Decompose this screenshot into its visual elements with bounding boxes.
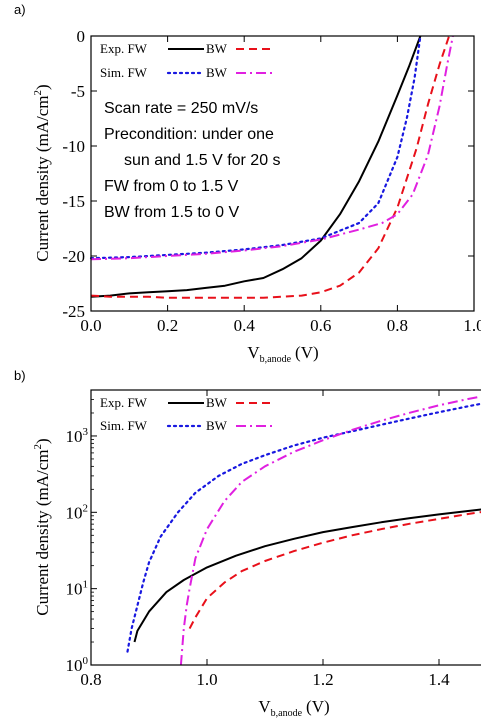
panel-b-legend: Exp. FW BW Sim. FW BW (100, 395, 272, 433)
panel-a-y-label-sup: 2 (32, 90, 44, 96)
panel-b-legend-sim-label: Sim. FW (100, 418, 148, 433)
panel-b-x-tick-label: 1.0 (196, 670, 217, 689)
panel-a-series-sim-fw (89, 34, 422, 260)
panel-b-y-tick-label: 100 (66, 655, 89, 675)
panel-b-x-label-sub: b,anode (271, 708, 303, 719)
panel-a-ticks-group: 0.0 0.2 0.4 0.6 0.8 1.0 0 -5 -10 -15 -20 -25 (62, 27, 481, 335)
panel-b-label: b) (14, 368, 26, 383)
panel-a-series-group (89, 34, 454, 299)
annotation-scan-rate: Scan rate = 250 mV/s (104, 100, 258, 117)
panel-b-y-tick-label: 102 (66, 502, 89, 522)
panel-b-x-tick-label: 1.2 (312, 670, 333, 689)
panel-a-x-axis-label: Vb,anode (V) (247, 343, 318, 365)
annotation-precondition-2: sun and 1.5 V for 20 s (124, 152, 281, 169)
panel-a-series-exp-fw (90, 35, 422, 298)
panel-b-x-label-v: V (258, 697, 271, 716)
panel-b-series-exp-bw (188, 511, 481, 630)
panel-a-x-tick-label: 0.8 (387, 316, 408, 335)
panel-b-x-axis-label: Vb,anode (V) (258, 697, 329, 719)
panel-a-x-label-sub: b,anode (260, 354, 292, 365)
panel-a-legend-bw-label-2: BW (206, 65, 228, 80)
panel-a-series-exp-bw (90, 35, 451, 299)
panel-a-series-sim-bw (90, 35, 454, 261)
panel-b-x-tick-label: 0.8 (80, 670, 101, 689)
panel-b-series-group (126, 395, 481, 666)
panel-b-x-tick-label: 1.4 (428, 670, 450, 689)
panel-b-legend-bw-label-1: BW (206, 395, 228, 410)
panel-a-x-tick-label: 0.4 (234, 316, 256, 335)
panel-b-x-label-unit: (V) (306, 697, 330, 716)
panel-a-legend-sim-label: Sim. FW (100, 65, 148, 80)
panel-b-legend-bw-label-2: BW (206, 418, 228, 433)
panel-b-ticks-group: 0.8 1.0 1.2 1.4 100 101 102 103 (66, 389, 450, 689)
panel-a-legend: Exp. FW BW Sim. FW BW (100, 41, 272, 80)
panel-b-y-label-main: Current density (mA/cm (33, 449, 52, 615)
panel-b-y-tick-label: 101 (66, 579, 89, 599)
panel-a-x-tick-label: 0.0 (80, 316, 101, 335)
panel-a: a) 0.0 0.2 0.4 0.6 0.8 1.0 0 -5 -10 -15 -20 -25 Exp… (14, 2, 481, 365)
panel-a-y-label-main: Current density (mA/cm (33, 95, 52, 261)
panel-a-y-tick-label: -20 (62, 247, 85, 266)
panel-b-y-label-sup: 2 (32, 444, 44, 450)
panel-b: b) 0.8 1.0 1.2 1.4 100 101 102 103 Exp. FW BW S… (14, 368, 481, 719)
panel-b-plot-frame (90, 389, 481, 666)
panel-a-legend-exp-label: Exp. FW (100, 41, 148, 56)
panel-a-label: a) (14, 2, 26, 17)
annotation-fw-range: FW from 0 to 1.5 V (104, 178, 239, 195)
panel-a-x-tick-label: 0.6 (310, 316, 331, 335)
panel-b-series-sim-fw (126, 402, 481, 653)
panel-b-y-tick-label: 103 (66, 426, 89, 446)
panel-b-series-sim-bw (179, 395, 481, 666)
panel-a-y-axis-label: Current density (mA/cm2) (32, 84, 52, 261)
panel-a-x-label-unit: (V) (295, 343, 319, 362)
panel-a-y-tick-label: 0 (77, 27, 86, 46)
panel-a-x-label-v: V (247, 343, 260, 362)
panel-b-y-label-end: ) (33, 438, 52, 444)
panel-b-series-exp-fw (133, 508, 481, 643)
panel-a-x-tick-label: 1.0 (463, 316, 481, 335)
panel-a-y-tick-label: -15 (62, 192, 85, 211)
panel-a-x-tick-label: 0.2 (157, 316, 178, 335)
panel-a-y-tick-label: -5 (71, 82, 85, 101)
panel-a-plot-frame (90, 35, 475, 312)
panel-a-legend-bw-label-1: BW (206, 41, 228, 56)
panel-a-annotations: Scan rate = 250 mV/s Precondition: under… (104, 100, 281, 221)
panel-a-y-tick-label: -10 (62, 137, 85, 156)
panel-a-y-label-end: ) (33, 84, 52, 90)
panel-b-legend-exp-label: Exp. FW (100, 395, 148, 410)
annotation-bw-range: BW from 1.5 to 0 V (104, 204, 239, 221)
panel-a-y-tick-label: -25 (62, 302, 85, 321)
panel-b-y-axis-label: Current density (mA/cm2) (32, 438, 52, 615)
annotation-precondition-1: Precondition: under one (104, 126, 274, 143)
